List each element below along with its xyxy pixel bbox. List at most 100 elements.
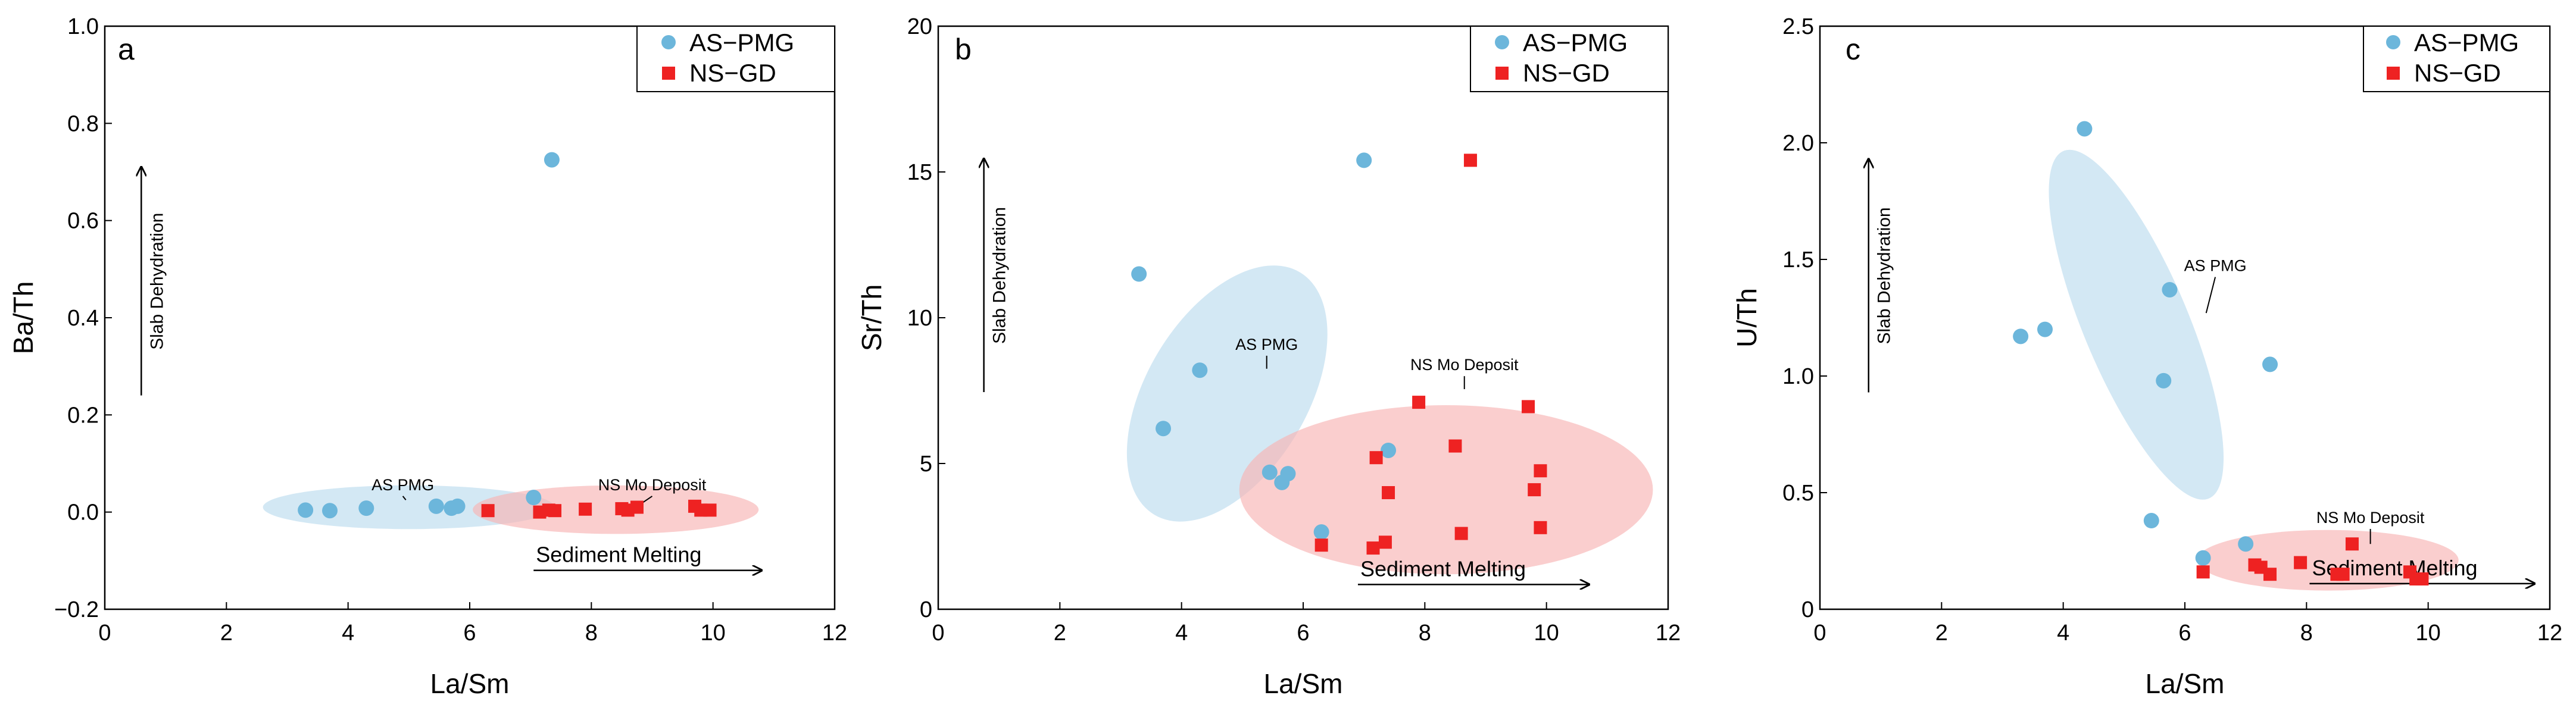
y-tick-label: 10 bbox=[907, 306, 932, 331]
as-pmg-point bbox=[2037, 321, 2053, 337]
x-tick-label: 10 bbox=[1534, 621, 1559, 646]
x-tick-label: 12 bbox=[822, 621, 847, 646]
panel-c-x-axis-label: La/Sm bbox=[2146, 668, 2225, 699]
panel-c-ticks: 0 2 4 6 8 10 12 0 0.5 1.0 1.5 2.0 2.5 bbox=[1782, 14, 2562, 646]
ns-gd-point bbox=[1382, 486, 1395, 499]
y-tick-label: 0 bbox=[1801, 597, 1814, 622]
panel-a-label: a bbox=[118, 33, 135, 66]
panel-a-annotations: AS PMG NS Mo Deposit Slab Dehydration Sedim… bbox=[141, 167, 761, 571]
x-tick-label: 10 bbox=[2416, 621, 2441, 646]
slab-dehydration-label: Slab Dehydration bbox=[990, 207, 1010, 344]
ns-gd-point bbox=[548, 504, 562, 518]
ns-gd-point bbox=[2263, 568, 2277, 581]
legend-as-pmg-marker bbox=[1495, 35, 1509, 49]
as-pmg-point bbox=[1280, 466, 1296, 482]
x-tick-label: 8 bbox=[585, 621, 598, 646]
x-tick-label: 12 bbox=[2537, 621, 2562, 646]
legend-as-pmg-label: AS−PMG bbox=[1523, 29, 1628, 57]
legend-ns-gd-marker bbox=[1495, 67, 1509, 80]
panel-b-annotations: AS PMG NS Mo Deposit Slab Dehydration Sedim… bbox=[984, 159, 1590, 584]
x-tick-label: 4 bbox=[342, 621, 354, 646]
as-pmg-point bbox=[2143, 513, 2159, 529]
as-pmg-point bbox=[1313, 524, 1329, 540]
region-label: NS Mo Deposit bbox=[1410, 356, 1519, 374]
slab-dehydration-label: Slab Dehydration bbox=[147, 213, 167, 350]
ns-gd-point bbox=[1534, 464, 1547, 478]
x-tick-label: 4 bbox=[1175, 621, 1188, 646]
x-tick-label: 6 bbox=[463, 621, 476, 646]
ns-gd-point bbox=[2196, 565, 2210, 579]
region-label: AS PMG bbox=[1235, 336, 1298, 353]
ns-gd-point bbox=[1534, 521, 1547, 534]
y-tick-label: 1.5 bbox=[1782, 248, 1814, 273]
y-tick-label: 2.5 bbox=[1782, 14, 1814, 39]
y-tick-label: 0.5 bbox=[1782, 481, 1814, 506]
as-pmg-point bbox=[544, 152, 560, 168]
legend-as-pmg-marker bbox=[661, 35, 676, 49]
panel-b-ellipses bbox=[1126, 265, 1653, 575]
x-tick-label: 0 bbox=[98, 621, 111, 646]
as-pmg-point bbox=[2238, 536, 2254, 552]
ns-gd-point bbox=[1412, 396, 1426, 409]
x-tick-label: 8 bbox=[2300, 621, 2313, 646]
panel-c: 0 2 4 6 8 10 12 0 0.5 1.0 1.5 2.0 2.5 AS PMG NS Mo De… bbox=[1731, 14, 2562, 699]
x-tick-label: 2 bbox=[220, 621, 233, 646]
legend-ns-gd-label: NS−GD bbox=[1523, 59, 1610, 87]
legend-ns-gd-marker bbox=[662, 67, 675, 80]
panel-c-label: c bbox=[1846, 33, 1860, 66]
ns-gd-point bbox=[2336, 568, 2350, 581]
y-tick-label: −0.2 bbox=[54, 597, 99, 622]
ns-gd-point bbox=[1463, 154, 1477, 167]
panel-b-points bbox=[1131, 152, 1547, 555]
y-tick-label: 2.0 bbox=[1782, 131, 1814, 156]
panel-c-y-axis-label: U/Th bbox=[1731, 288, 1762, 347]
legend-ns-gd-label: NS−GD bbox=[689, 59, 776, 87]
panel-b-y-axis-label: Sr/Th bbox=[856, 284, 887, 351]
panel-b-x-axis-label: La/Sm bbox=[1264, 668, 1343, 699]
ellipse-ns bbox=[1239, 405, 1653, 575]
ns-gd-point bbox=[579, 502, 592, 516]
legend-as-pmg-label: AS−PMG bbox=[689, 29, 794, 57]
as-pmg-point bbox=[1381, 442, 1397, 458]
region-label: NS Mo Deposit bbox=[598, 476, 707, 494]
panel-a-legend: AS−PMG NS−GD bbox=[636, 26, 835, 92]
y-tick-label: 0 bbox=[920, 597, 932, 622]
ellipse-ns bbox=[2197, 530, 2459, 591]
as-pmg-point bbox=[1192, 362, 1208, 378]
as-pmg-point bbox=[1131, 266, 1147, 282]
region-leader-line bbox=[402, 496, 407, 500]
as-pmg-point bbox=[2156, 372, 2172, 389]
ns-gd-point bbox=[1314, 538, 1328, 552]
panel-b: 0 2 4 6 8 10 12 0 5 10 15 20 AS PMG NS Mo Deposit Sla… bbox=[856, 14, 1681, 699]
panel-b-legend: AS−PMG NS−GD bbox=[1470, 26, 1669, 92]
as-pmg-point bbox=[2262, 356, 2278, 372]
y-tick-label: 0.4 bbox=[67, 306, 99, 331]
as-pmg-point bbox=[2013, 328, 2029, 344]
ns-gd-point bbox=[1448, 439, 1462, 453]
ellipse-as bbox=[2049, 149, 2224, 500]
panel-c-legend: AS−PMG NS−GD bbox=[2363, 26, 2550, 92]
region-leader-line bbox=[2205, 277, 2216, 314]
panel-a: 0 2 4 6 8 10 12 −0.2 0.0 0.2 0.4 0.6 0.8 1.0 AS PMG NS… bbox=[8, 14, 847, 699]
panel-a-x-axis-label: La/Sm bbox=[430, 668, 510, 699]
y-tick-label: 0.6 bbox=[67, 209, 99, 234]
y-tick-label: 0.2 bbox=[67, 403, 99, 428]
region-label: NS Mo Deposit bbox=[2316, 509, 2425, 527]
ns-gd-point bbox=[1522, 400, 1535, 414]
ns-gd-point bbox=[2415, 572, 2429, 586]
ns-gd-point bbox=[1366, 541, 1380, 555]
region-label: AS PMG bbox=[2184, 257, 2247, 275]
ns-gd-point bbox=[630, 500, 644, 514]
as-pmg-point bbox=[298, 502, 314, 518]
legend-as-pmg-marker bbox=[2386, 35, 2400, 49]
y-tick-label: 20 bbox=[907, 14, 932, 39]
ns-gd-point bbox=[1369, 451, 1383, 465]
as-pmg-point bbox=[2077, 121, 2093, 137]
panel-c-ellipses bbox=[2049, 149, 2459, 591]
legend-as-pmg-label: AS−PMG bbox=[2414, 29, 2519, 57]
y-tick-label: 0.8 bbox=[67, 111, 99, 136]
x-tick-label: 10 bbox=[701, 621, 726, 646]
sediment-melting-label: Sediment Melting bbox=[536, 543, 701, 567]
as-pmg-point bbox=[2195, 550, 2211, 566]
